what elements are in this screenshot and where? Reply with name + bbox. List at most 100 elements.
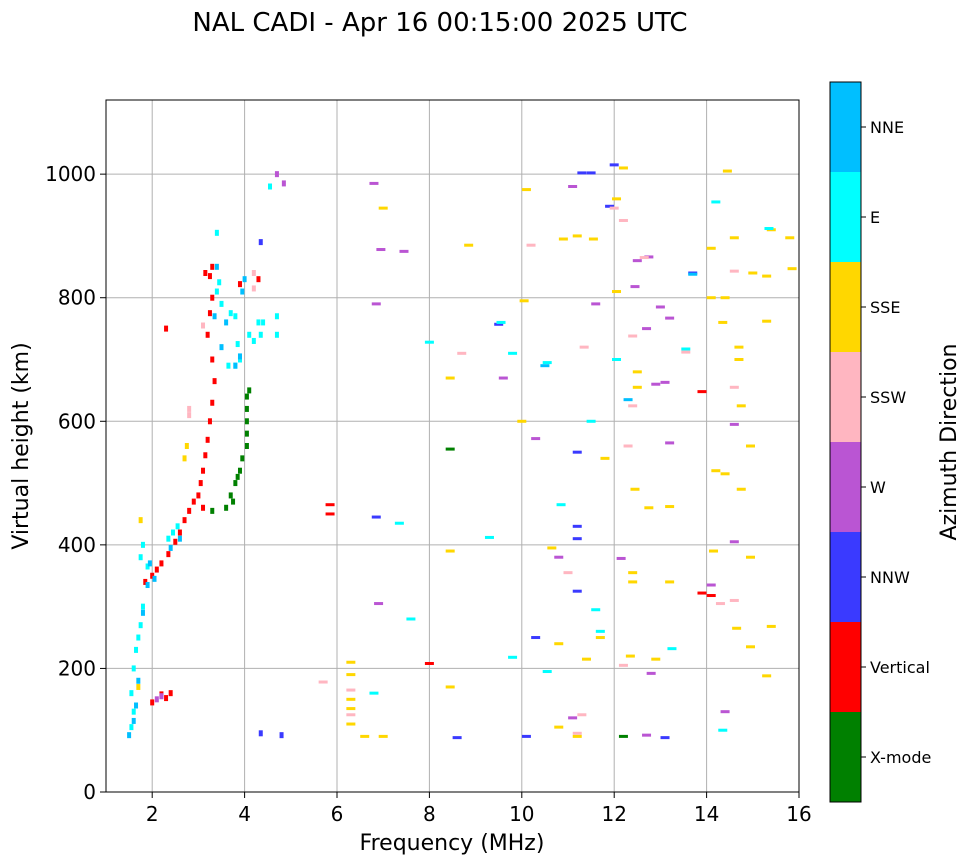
data-point-nne [237, 353, 242, 360]
data-point-w [159, 693, 164, 700]
data-point-sse [630, 487, 640, 491]
data-point-sse [554, 642, 564, 646]
data-point-sse [346, 660, 356, 664]
colorbar-frame [829, 81, 862, 803]
data-point-sse [136, 683, 141, 690]
data-point-sse [628, 571, 638, 575]
data-point-nne [224, 319, 229, 326]
data-point-e [261, 319, 266, 326]
data-point-w [642, 327, 652, 331]
data-point-w [630, 285, 640, 289]
data-point-sse [732, 626, 742, 630]
data-point-w [706, 583, 716, 587]
x-tick-label: 10 [509, 802, 534, 826]
data-point-x-mode [240, 455, 245, 462]
colorbar-segment-vertical [830, 622, 861, 712]
data-point-sse [346, 707, 356, 711]
data-point-sse [745, 444, 755, 448]
data-point-e [129, 690, 134, 697]
data-point-e [508, 655, 518, 659]
colorbar-segment-sse [830, 262, 861, 352]
data-point-nne [240, 288, 245, 295]
data-point-e [226, 362, 231, 369]
data-point-e [140, 541, 145, 548]
data-point-sse [445, 685, 455, 689]
data-point-sse [722, 169, 732, 173]
data-point-sse [182, 455, 187, 462]
colorbar-segment-nnw [830, 532, 861, 622]
data-point-vertical [164, 325, 169, 332]
data-point-vertical [198, 480, 203, 487]
data-point-sse [360, 734, 370, 738]
data-point-w [376, 248, 386, 252]
colorbar-label: NNW [870, 568, 910, 587]
data-point-e [268, 183, 273, 190]
data-point-e [274, 331, 279, 338]
data-point-e [612, 358, 622, 361]
data-point-sse [718, 320, 728, 324]
data-point-vertical [164, 695, 169, 702]
data-point-w [554, 555, 564, 559]
data-point-sse [184, 443, 189, 449]
data-point-nnw [572, 589, 582, 593]
data-point-sse [572, 734, 582, 738]
data-point-vertical [706, 594, 716, 598]
data-point-e [394, 521, 404, 525]
data-point-sse [445, 376, 455, 380]
data-point-e [556, 503, 566, 507]
data-point-sse [706, 246, 716, 250]
data-point-w [665, 441, 675, 445]
colorbar-label: SSW [870, 388, 906, 407]
data-point-w [660, 380, 670, 384]
data-point-sse [665, 580, 675, 584]
data-point-e [274, 313, 279, 320]
data-point-nnw [572, 537, 582, 541]
data-point-e [711, 200, 721, 204]
colorbar-label: SSE [870, 298, 900, 317]
data-point-vertical [207, 418, 212, 425]
data-point-nnw [572, 450, 582, 454]
data-point-vertical [210, 356, 215, 363]
data-point-vertical [697, 390, 707, 394]
data-point-e [219, 300, 224, 307]
data-point-nne [127, 732, 132, 739]
data-point-nnw [258, 239, 263, 246]
data-point-x-mode [244, 430, 249, 437]
data-point-nne [623, 398, 633, 402]
data-point-sse [734, 358, 744, 361]
y-tick-label: 0 [83, 780, 96, 804]
data-point-w [729, 422, 739, 426]
data-point-nnw [521, 734, 531, 738]
data-point-nnw [279, 732, 284, 739]
data-point-vertical [210, 263, 215, 270]
data-point-sse [378, 734, 388, 738]
data-point-e [217, 279, 222, 286]
data-point-sse [745, 645, 755, 649]
data-point-sse [745, 555, 755, 559]
data-point-vertical [187, 507, 192, 514]
data-point-vertical [154, 566, 159, 573]
x-tick-label: 2 [146, 802, 159, 826]
data-point-x-mode [237, 467, 242, 474]
x-tick-label: 12 [601, 802, 626, 826]
data-point-vertical [210, 294, 215, 301]
data-point-w [655, 305, 665, 309]
data-point-e [129, 724, 134, 731]
plot-background [106, 100, 799, 792]
data-point-e [136, 634, 141, 641]
data-point-ssw [346, 713, 356, 717]
data-point-vertical [207, 273, 212, 280]
x-tick-label: 8 [423, 802, 436, 826]
data-point-nne [177, 535, 182, 542]
data-point-sse [595, 636, 605, 640]
data-point-nne [540, 364, 550, 368]
data-point-x-mode [618, 734, 628, 738]
data-point-ssw [628, 404, 638, 408]
data-point-vertical [210, 399, 215, 406]
x-tick-label: 4 [238, 802, 251, 826]
data-point-nnw [577, 171, 587, 175]
data-point-sse [734, 345, 744, 349]
data-point-e [681, 347, 691, 351]
data-point-sse [625, 654, 635, 658]
